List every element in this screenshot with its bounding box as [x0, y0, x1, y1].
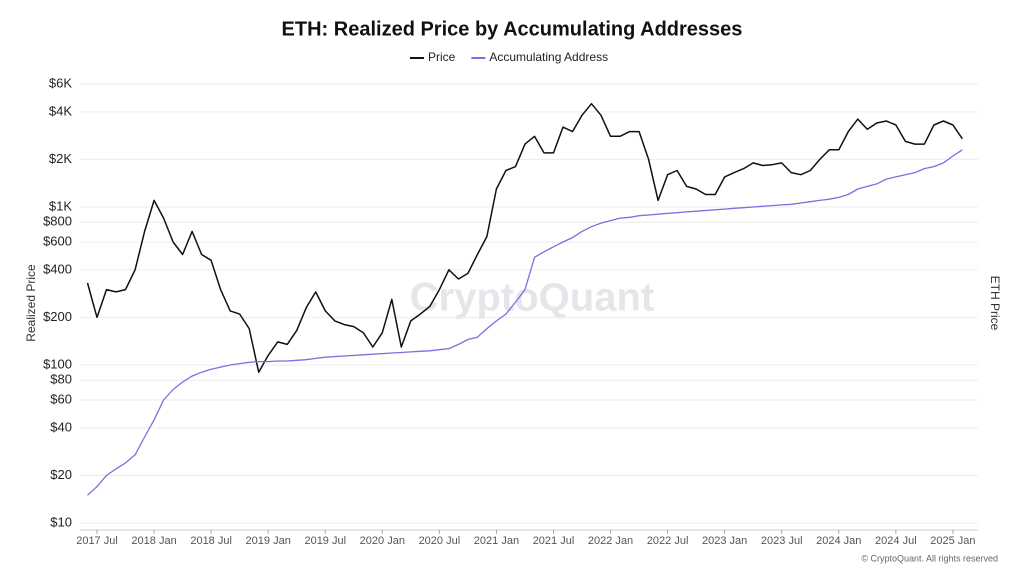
y2-axis-label: ETH Price — [988, 276, 1002, 331]
x-tick-label: 2018 Jul — [190, 535, 232, 547]
legend-label: Price — [428, 50, 456, 64]
y-axis-label: Realized Price — [24, 264, 38, 342]
x-tick-label: 2022 Jul — [647, 535, 689, 547]
x-tick-label: 2025 Jan — [930, 535, 975, 547]
x-tick-label: 2018 Jan — [131, 535, 176, 547]
watermark: CryptoQuant — [410, 276, 654, 320]
x-tick-label: 2020 Jul — [419, 535, 461, 547]
footer: © CryptoQuant. All rights reserved — [861, 553, 998, 563]
y-tick-label: $4K — [49, 103, 72, 118]
y-tick-label: $10 — [50, 514, 72, 529]
y-tick-label: $2K — [49, 151, 72, 166]
x-tick-label: 2020 Jan — [360, 535, 405, 547]
y-tick-label: $400 — [43, 261, 72, 276]
y-tick-label: $6K — [49, 75, 72, 90]
x-tick-label: 2019 Jan — [246, 535, 291, 547]
x-tick-label: 2017 Jul — [76, 535, 118, 547]
x-tick-label: 2024 Jan — [816, 535, 861, 547]
x-tick-label: 2022 Jan — [588, 535, 633, 547]
y-tick-label: $20 — [50, 467, 72, 482]
y-tick-label: $1K — [49, 198, 72, 213]
y-tick-label: $600 — [43, 233, 72, 248]
x-tick-label: 2019 Jul — [304, 535, 346, 547]
y-tick-label: $60 — [50, 391, 72, 406]
x-tick-label: 2024 Jul — [875, 535, 917, 547]
x-tick-label: 2023 Jan — [702, 535, 747, 547]
y-tick-label: $100 — [43, 356, 72, 371]
series-line — [87, 149, 963, 496]
y-tick-label: $40 — [50, 419, 72, 434]
y-tick-label: $200 — [43, 309, 72, 324]
x-tick-label: 2021 Jan — [474, 535, 519, 547]
y-tick-label: $80 — [50, 372, 72, 387]
x-tick-label: 2021 Jul — [533, 535, 575, 547]
x-tick-label: 2023 Jul — [761, 535, 803, 547]
series-line — [86, 102, 964, 373]
chart-title: ETH: Realized Price by Accumulating Addr… — [282, 18, 743, 40]
y-tick-label: $800 — [43, 214, 72, 229]
legend-label: Accumulating Address — [489, 50, 608, 64]
